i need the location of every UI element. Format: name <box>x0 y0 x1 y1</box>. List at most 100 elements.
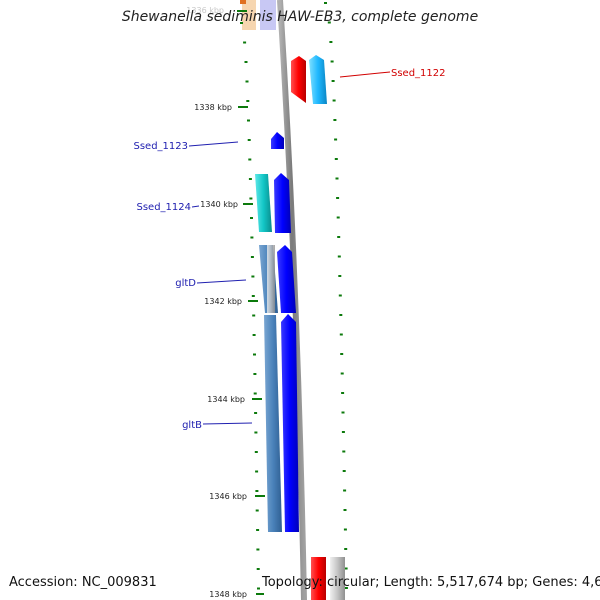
faded-feature-orange <box>242 0 256 30</box>
minor-tick <box>257 587 260 590</box>
minor-tick <box>246 100 250 102</box>
minor-tick <box>341 392 345 394</box>
minor-tick <box>250 256 254 258</box>
minor-tick <box>341 411 345 414</box>
minor-tick <box>250 217 253 219</box>
minor-tick <box>250 236 254 239</box>
gene-gltD-blue-segment[interactable] <box>277 245 296 313</box>
minor-tick <box>337 255 341 258</box>
minor-tick <box>256 529 260 531</box>
kbp-major-ticks <box>237 10 265 595</box>
kbp-tick-1338 <box>238 106 248 108</box>
minor-tick <box>335 177 339 180</box>
minor-tick <box>251 275 255 278</box>
label-gltD[interactable]: gltD <box>175 278 196 289</box>
minor-tick <box>256 568 260 570</box>
label-gltB[interactable]: gltB <box>182 420 202 431</box>
kbp-tick-1346 <box>255 495 265 497</box>
gene-bottom-grey[interactable] <box>330 557 345 600</box>
kbp-label-1348: 1348 kbp <box>209 590 247 599</box>
minor-tick <box>343 489 347 492</box>
label-ssed-1124[interactable]: Ssed_1124 <box>136 202 191 213</box>
kbp-tick-1336 <box>237 10 247 12</box>
minor-tick <box>255 509 259 512</box>
gene-ssed-1124[interactable] <box>255 173 291 233</box>
minor-tick <box>331 80 335 82</box>
minor-tick <box>248 158 252 161</box>
minor-tick <box>252 334 256 336</box>
minor-tick <box>340 353 344 355</box>
gene-gltB[interactable] <box>264 314 299 532</box>
label-ssed-1122[interactable]: Ssed_1122 <box>391 68 446 79</box>
kbp-label-1344: 1344 kbp <box>207 395 245 404</box>
minor-tick <box>338 294 342 297</box>
kbp-label-1338: 1338 kbp <box>194 103 232 112</box>
minor-tick <box>253 353 256 356</box>
gene-ssed-1124-blue-segment[interactable] <box>274 173 291 233</box>
topology-text: Topology: circular; Length: 5,517,674 bp… <box>262 575 600 590</box>
minor-tick <box>247 119 250 122</box>
minor-tick <box>251 295 255 297</box>
gene-bottom-red[interactable] <box>311 557 326 600</box>
minor-tick <box>343 509 347 511</box>
minor-tick <box>253 392 257 395</box>
gene-ssed-1122-sky-segment[interactable] <box>309 55 327 104</box>
minor-tick <box>244 61 248 63</box>
kbp-tick-1344 <box>252 398 262 400</box>
minor-tick <box>254 431 258 434</box>
minor-tick <box>254 412 258 414</box>
minor-tick <box>344 587 348 589</box>
genome-title: Shewanella sediminis HAW-EB3, complete g… <box>121 9 479 25</box>
leader-gltB <box>202 422 253 425</box>
tick-ring-outer <box>240 22 260 590</box>
minor-tick <box>256 548 260 551</box>
kbp-label-1336: 1336 kbp <box>186 6 224 15</box>
gene-gltD-grey-segment <box>267 245 275 313</box>
tick-ring-inner <box>324 2 348 589</box>
gene-ssed-1122-red-segment[interactable] <box>291 56 306 103</box>
leader-ssed-1123 <box>188 141 239 147</box>
minor-tick <box>324 2 327 4</box>
label-ssed-1123[interactable]: Ssed_1123 <box>133 141 188 152</box>
kbp-label-1342: 1342 kbp <box>204 297 242 306</box>
gene-labels: Ssed_1122 Ssed_1123 Ssed_1124 gltD gltB <box>133 68 445 431</box>
minor-tick <box>342 450 346 453</box>
gene-ssed-1122[interactable] <box>291 55 327 104</box>
minor-tick <box>339 314 343 316</box>
minor-tick <box>255 470 259 473</box>
minor-tick <box>338 275 342 277</box>
faded-feature-tip <box>240 0 246 4</box>
gene-gltB-steel-segment[interactable] <box>264 315 282 532</box>
kbp-labels: 1336 kbp 1338 kbp 1340 kbp 1342 kbp 1344… <box>186 6 247 599</box>
accession-text: Accession: NC_009831 <box>9 575 157 590</box>
minor-tick <box>333 119 337 121</box>
minor-tick <box>342 470 346 472</box>
minor-tick <box>334 138 338 141</box>
minor-tick <box>252 314 256 317</box>
kbp-tick-1348 <box>256 593 264 595</box>
gene-ssed-1123[interactable] <box>271 132 284 149</box>
minor-tick <box>344 548 348 550</box>
minor-tick <box>329 41 333 43</box>
minor-tick <box>240 22 243 24</box>
gene-ssed-1124-teal-segment[interactable] <box>255 174 272 232</box>
minor-tick <box>249 197 253 200</box>
kbp-label-1340: 1340 kbp <box>200 200 238 209</box>
gene-gltB-blue-segment[interactable] <box>281 314 299 532</box>
minor-tick <box>245 80 249 83</box>
minor-tick <box>332 99 336 102</box>
minor-tick <box>243 41 247 44</box>
minor-tick <box>253 373 257 375</box>
minor-tick <box>330 60 334 63</box>
kbp-tick-1340 <box>243 203 253 205</box>
minor-tick <box>336 216 340 219</box>
minor-tick <box>254 451 258 453</box>
leader-gltD <box>196 279 247 284</box>
minor-tick <box>343 528 347 531</box>
minor-tick <box>336 197 340 199</box>
gene-gltD[interactable] <box>259 245 296 313</box>
leader-ssed-1124 <box>191 205 200 208</box>
minor-tick <box>341 431 345 433</box>
